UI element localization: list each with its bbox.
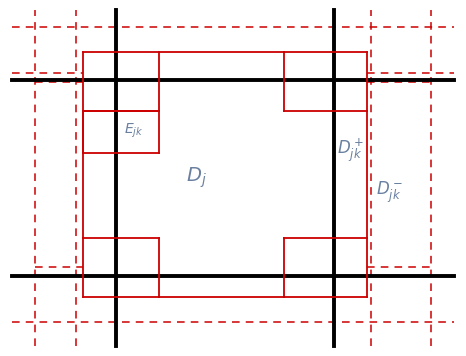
Text: $D_j$: $D_j$: [186, 166, 206, 190]
Text: $D^+_{jk}$: $D^+_{jk}$: [337, 136, 364, 164]
Text: $E_{jk}$: $E_{jk}$: [124, 121, 144, 140]
Text: $D^-_{jk}$: $D^-_{jk}$: [376, 179, 403, 205]
